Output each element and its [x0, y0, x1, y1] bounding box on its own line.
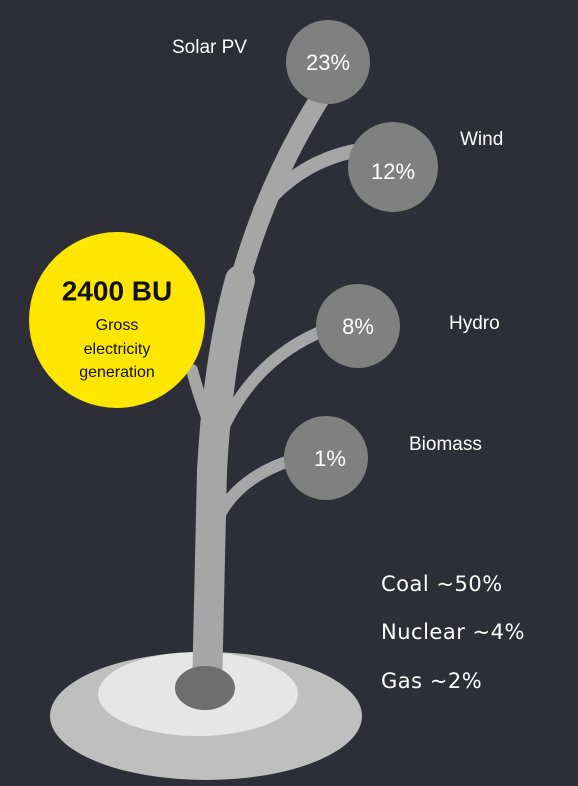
other-source: Gas ~2% — [381, 669, 482, 693]
source-share: 8% — [342, 314, 374, 339]
other-source: Nuclear ~4% — [381, 620, 525, 644]
other-source: Coal ~50% — [381, 572, 503, 596]
total-caption: Gross — [96, 317, 139, 334]
total-value: 2400 BU — [62, 275, 173, 306]
source-share: 23% — [306, 50, 350, 75]
total-caption: generation — [79, 364, 155, 381]
trunk-root — [175, 666, 235, 710]
total-caption: electricity — [84, 341, 151, 358]
source-label: Hydro — [449, 313, 500, 334]
infographic: 23% 12% 8% 1% Solar PV Wind Hydro Biomas… — [0, 0, 578, 786]
source-label: Wind — [460, 129, 503, 150]
source-share: 1% — [314, 446, 346, 471]
source-label: Solar PV — [172, 37, 247, 58]
source-label: Biomass — [409, 434, 482, 455]
source-share: 12% — [371, 159, 415, 184]
